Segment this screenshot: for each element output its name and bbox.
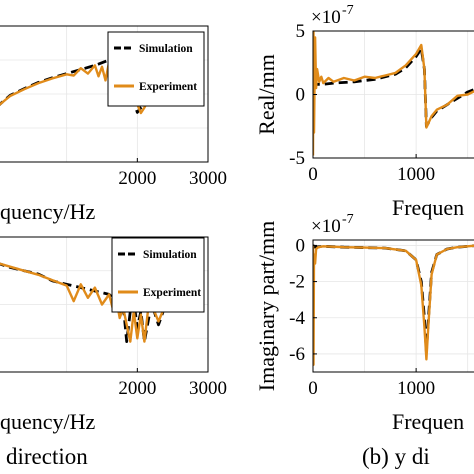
y-tick-label: 5 bbox=[296, 21, 306, 42]
legend-label-simulation: Simulation bbox=[143, 249, 197, 261]
y-tick-label: -2 bbox=[289, 272, 305, 293]
plot-frame bbox=[312, 239, 474, 373]
series-simulation-line bbox=[313, 47, 474, 128]
right-caption: (b) y di bbox=[362, 444, 430, 469]
series-experiment-line bbox=[313, 244, 474, 366]
chart-left-top: 2000 3000 quency/Hz Simulation Experiment bbox=[0, 25, 227, 224]
axis-exponent-power: -7 bbox=[342, 212, 354, 227]
axis-exponent: ×10 bbox=[311, 7, 341, 28]
y-tick-label: 0 bbox=[296, 235, 306, 256]
y-tick-label: 0 bbox=[296, 85, 306, 106]
legend-label-experiment: Experiment bbox=[139, 81, 197, 93]
x-tick-label: 3000 bbox=[189, 168, 227, 189]
y-tick-label: -5 bbox=[289, 148, 305, 169]
x-tick-label: 0 bbox=[308, 164, 318, 185]
y-tick-label: -4 bbox=[289, 308, 305, 329]
left-caption: direction bbox=[6, 444, 88, 469]
x-axis-label: quency/Hz bbox=[0, 199, 96, 224]
series-group bbox=[313, 31, 474, 156]
axis-exponent: ×10 bbox=[311, 216, 341, 237]
x-tick-label: 3000 bbox=[189, 378, 227, 399]
x-tick-label: 0 bbox=[308, 378, 318, 399]
y-tick-label: -6 bbox=[289, 344, 305, 365]
series-group bbox=[313, 244, 474, 366]
x-tick-label: 2000 bbox=[118, 168, 156, 189]
x-tick-label: 1000 bbox=[397, 378, 435, 399]
legend-box bbox=[107, 31, 205, 107]
x-axis-label: Frequen bbox=[392, 409, 464, 434]
y-axis-label: Real/mm bbox=[254, 54, 279, 135]
series-simulation-line bbox=[313, 244, 474, 354]
plot-frame bbox=[0, 236, 209, 373]
legend-label-experiment: Experiment bbox=[143, 287, 201, 299]
axis-exponent-power: -7 bbox=[342, 3, 354, 18]
plot-frame bbox=[0, 25, 209, 163]
legend-box bbox=[111, 237, 205, 313]
x-axis-label: Frequen bbox=[392, 195, 464, 220]
x-tick-label: 1000 bbox=[397, 164, 435, 185]
chart-left-bottom: 2000 3000 quency/Hz Simulation Experiment bbox=[0, 236, 227, 434]
y-axis-label: Imaginary part/mm bbox=[254, 221, 279, 391]
x-axis-label: quency/Hz bbox=[0, 409, 96, 434]
chart-right-bottom: 0 1000 0 -2 -4 -6 Frequen Imaginary part/mm ×10-… bbox=[254, 212, 474, 434]
series-experiment-line bbox=[313, 31, 474, 156]
legend-label-simulation: Simulation bbox=[139, 43, 193, 55]
x-tick-label: 2000 bbox=[118, 378, 156, 399]
